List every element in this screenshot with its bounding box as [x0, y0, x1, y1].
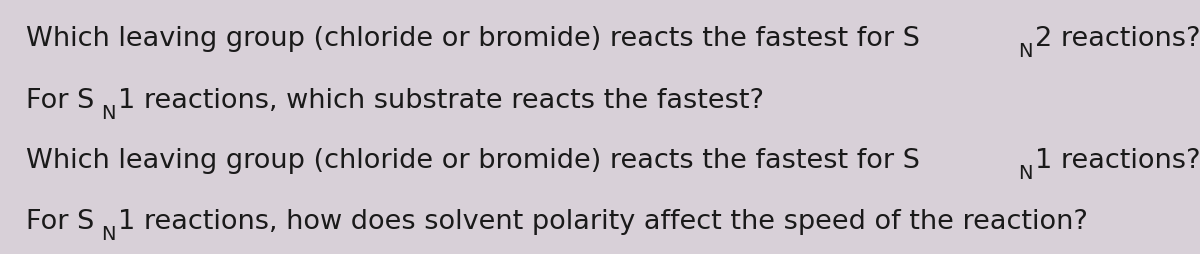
Text: For S: For S [26, 209, 94, 235]
Text: 1 reactions, which substrate reacts the fastest?: 1 reactions, which substrate reacts the … [118, 88, 763, 114]
Text: N: N [1019, 164, 1033, 183]
Text: Which leaving group (chloride or bromide) reacts the fastest for S: Which leaving group (chloride or bromide… [26, 26, 919, 52]
Text: N: N [102, 225, 116, 244]
Text: 1 reactions?: 1 reactions? [1034, 148, 1200, 174]
Text: For S: For S [26, 88, 94, 114]
Text: 1 reactions, how does solvent polarity affect the speed of the reaction?: 1 reactions, how does solvent polarity a… [118, 209, 1087, 235]
Text: 2 reactions?: 2 reactions? [1034, 26, 1200, 52]
Text: N: N [1019, 42, 1033, 61]
Text: N: N [102, 104, 116, 123]
Text: Which leaving group (chloride or bromide) reacts the fastest for S: Which leaving group (chloride or bromide… [26, 148, 919, 174]
